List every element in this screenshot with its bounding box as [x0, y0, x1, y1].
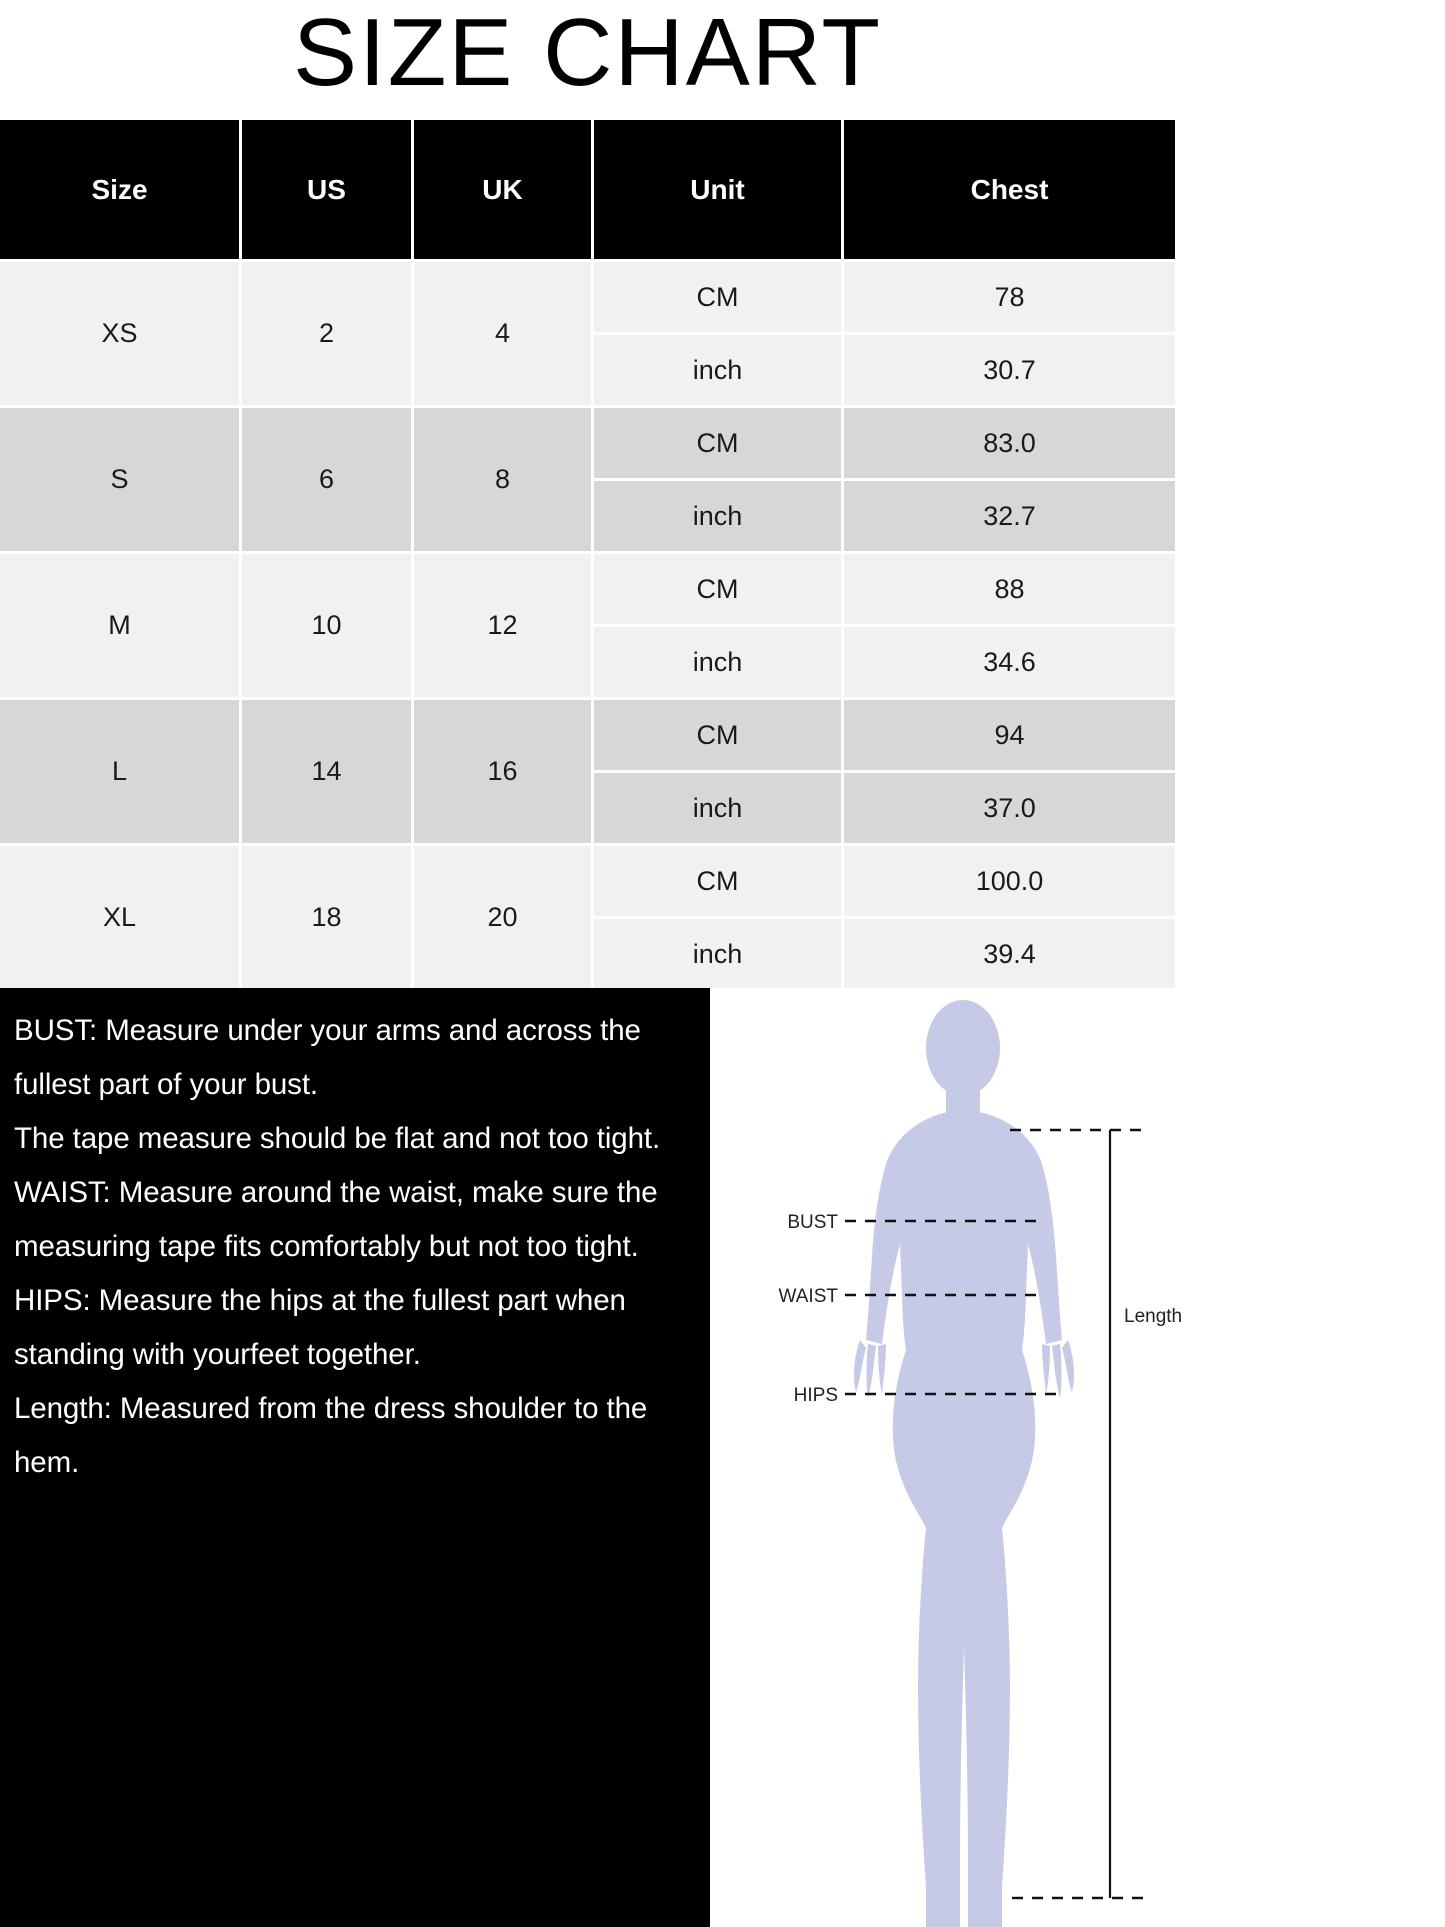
cell-us: 10: [242, 554, 414, 700]
note-bust: BUST: Measure under your arms and across…: [14, 1014, 641, 1101]
cell-unit-inch: inch: [594, 481, 844, 554]
column-header-us: US: [242, 120, 414, 262]
table-row: inch 37.0: [0, 773, 1175, 846]
cell-unit-inch: inch: [594, 773, 844, 846]
cell-unit-cm: CM: [594, 408, 844, 481]
cell-chest-cm: 88: [844, 554, 1175, 627]
table-row: M 10 12 CM 88: [0, 554, 1175, 700]
cell-unit-inch: inch: [594, 627, 844, 700]
cell-chest-cm: 94: [844, 700, 1175, 773]
note-tape: The tape measure should be flat and not …: [14, 1122, 661, 1155]
cell-unit-cm: CM: [594, 846, 844, 919]
note-waist: WAIST: Measure around the waist, make su…: [14, 1176, 658, 1263]
waist-label: WAIST: [779, 1286, 839, 1307]
cell-chest-inch: 30.7: [844, 335, 1175, 408]
cell-chest-inch: 39.4: [844, 919, 1175, 992]
cell-unit-cm: CM: [594, 262, 844, 335]
column-header-uk: UK: [414, 120, 594, 262]
note-hips: HIPS: Measure the hips at the fullest pa…: [14, 1284, 626, 1371]
table-row: inch 34.6: [0, 627, 1175, 700]
table-row: inch 39.4: [0, 919, 1175, 992]
cell-chest-inch: 32.7: [844, 481, 1175, 554]
table-row: inch 30.7: [0, 335, 1175, 408]
hips-label: HIPS: [794, 1385, 838, 1406]
cell-chest-cm: 83.0: [844, 408, 1175, 481]
table-header-row: Size US UK Unit Chest: [0, 120, 1175, 262]
column-header-chest: Chest: [844, 120, 1175, 262]
body-measurement-diagram: BUST WAIST HIPS Length: [779, 1000, 1182, 1927]
cell-size: S: [0, 408, 242, 554]
table-row: XL 18 20 CM 100.0: [0, 846, 1175, 992]
female-silhouette-icon: [853, 1000, 1075, 1927]
cell-unit-cm: CM: [594, 554, 844, 627]
body-diagram-panel: BUST WAIST HIPS Length: [710, 988, 1445, 1927]
cell-chest-cm: 78: [844, 262, 1175, 335]
column-header-unit: Unit: [594, 120, 844, 262]
cell-uk: 16: [414, 700, 594, 846]
cell-size: XS: [0, 262, 242, 408]
measurement-instructions-panel: BUST: Measure under your arms and across…: [0, 988, 710, 1927]
cell-us: 14: [242, 700, 414, 846]
cell-chest-cm: 100.0: [844, 846, 1175, 919]
size-chart-table: Size US UK Unit Chest XS 2 4 CM 78 inch …: [0, 120, 1175, 992]
table-row: L 14 16 CM 94: [0, 700, 1175, 846]
cell-uk: 4: [414, 262, 594, 408]
cell-us: 18: [242, 846, 414, 992]
table-row: inch 32.7: [0, 481, 1175, 554]
cell-uk: 20: [414, 846, 594, 992]
note-length: Length: Measured from the dress shoulder…: [14, 1392, 648, 1479]
bust-label: BUST: [787, 1212, 838, 1233]
column-header-size: Size: [0, 120, 242, 262]
cell-uk: 12: [414, 554, 594, 700]
table-row: XS 2 4 CM 78: [0, 262, 1175, 408]
cell-us: 2: [242, 262, 414, 408]
cell-size: M: [0, 554, 242, 700]
length-label: Length: [1124, 1306, 1182, 1327]
table-row: S 6 8 CM 83.0: [0, 408, 1175, 554]
cell-uk: 8: [414, 408, 594, 554]
cell-size: L: [0, 700, 242, 846]
cell-us: 6: [242, 408, 414, 554]
cell-chest-inch: 37.0: [844, 773, 1175, 846]
cell-unit-inch: inch: [594, 335, 844, 408]
page-title: SIZE CHART: [293, 0, 882, 106]
bottom-section: BUST: Measure under your arms and across…: [0, 988, 1445, 1927]
cell-size: XL: [0, 846, 242, 992]
cell-chest-inch: 34.6: [844, 627, 1175, 700]
cell-unit-inch: inch: [594, 919, 844, 992]
cell-unit-cm: CM: [594, 700, 844, 773]
